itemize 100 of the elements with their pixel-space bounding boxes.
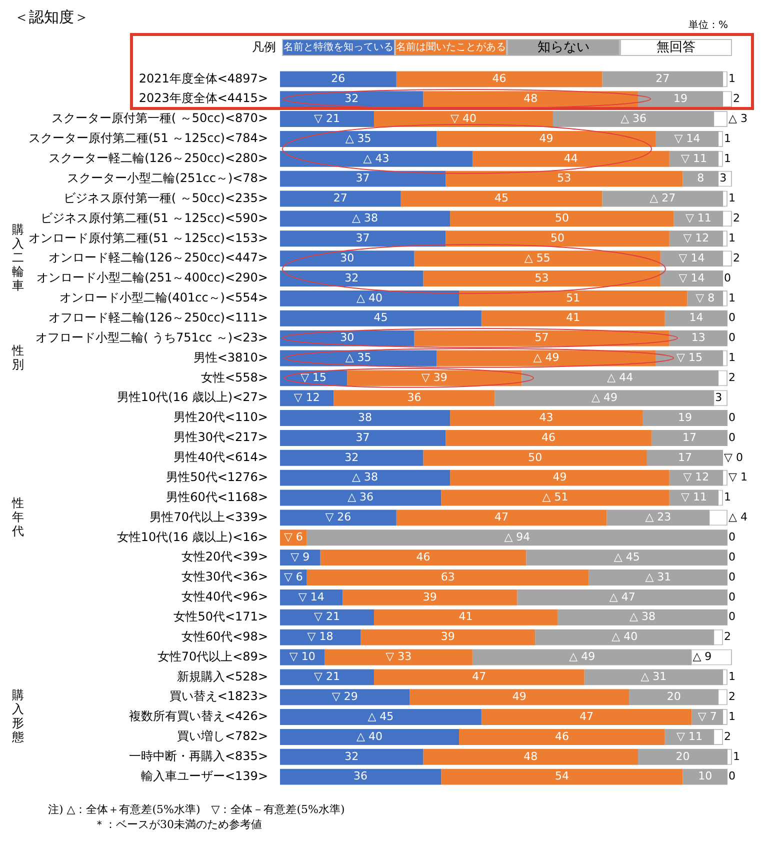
data-label: 0 xyxy=(728,770,736,783)
data-label: 1 xyxy=(728,72,736,86)
data-label: 46 xyxy=(554,730,569,743)
y-tick-label: 女性70代以上<89> xyxy=(157,649,268,664)
data-label: 2 xyxy=(724,630,732,644)
series-label: 知らない xyxy=(507,39,620,56)
data-label: 32 xyxy=(344,92,359,105)
data-label: ▽ 11 xyxy=(676,730,702,743)
data-label: 46 xyxy=(542,430,556,444)
data-label: 1 xyxy=(724,132,732,145)
data-label: △ 94 xyxy=(504,530,530,544)
y-tick-label: 男性60代<1168> xyxy=(166,490,268,504)
data-label: 19 xyxy=(674,92,688,105)
data-label: 50 xyxy=(528,450,542,464)
y-tick-label: 男性<3810> xyxy=(193,350,268,364)
data-label: △ 45 xyxy=(368,710,394,723)
data-label: 2 xyxy=(724,730,732,743)
data-label: ▽ 21 xyxy=(314,670,340,684)
data-label: 19 xyxy=(678,410,692,424)
data-label: 49 xyxy=(539,132,554,145)
data-label: ▽ 29 xyxy=(332,690,358,703)
y-tick-label: スクーター小型二輪(251cc～)<78> xyxy=(67,170,268,185)
data-label: △ 45 xyxy=(614,550,640,564)
data-label: ▽ 21 xyxy=(314,112,340,125)
y-tick-label: スクーター軽二輪(126～250cc)<280> xyxy=(48,151,268,166)
y-tick-label: オンロード原付第二種(51 ～125cc)<153> xyxy=(28,230,268,245)
data-label: △ 31 xyxy=(640,670,667,684)
data-label: 46 xyxy=(416,550,430,564)
data-label: 45 xyxy=(374,311,388,324)
data-label: ▽ 15 xyxy=(300,371,327,384)
data-label: ▽ 6 xyxy=(284,530,303,544)
data-label: △ 36 xyxy=(348,490,374,504)
data-label: △ 40 xyxy=(356,730,382,743)
data-label: ▽ 14 xyxy=(298,590,324,604)
data-label: ▽ 7 xyxy=(698,710,717,723)
data-label: ▽ 11 xyxy=(680,152,707,165)
data-label: △ 35 xyxy=(345,351,372,364)
data-label: 47 xyxy=(472,670,486,684)
data-label: 1 xyxy=(728,291,736,304)
data-label: 36 xyxy=(407,390,422,404)
data-label: 49 xyxy=(552,470,567,484)
y-tick-label: 男性50代<1276> xyxy=(166,470,268,484)
data-label: ▽ 26 xyxy=(325,510,352,524)
y-tick-label: ビジネス原付第一種( ～50cc)<235> xyxy=(63,190,268,205)
series-label: 名前と特徴を知っている xyxy=(282,39,394,56)
data-label: 2 xyxy=(728,690,736,703)
data-label: 1 xyxy=(728,670,736,684)
data-label: 0 xyxy=(728,410,736,424)
data-label: ▽ 12 xyxy=(294,390,320,404)
data-label: △ 38 xyxy=(630,610,656,624)
data-label: ▽ 14 xyxy=(678,271,705,284)
y-tick-label: 女性50代<171> xyxy=(174,609,268,624)
data-label: ▽ 12 xyxy=(683,231,710,244)
data-label: △ 55 xyxy=(524,251,550,264)
data-label: 37 xyxy=(356,231,370,244)
y-tick-label: 買い増し<782> xyxy=(176,729,268,744)
y-tick-label: 男性10代(16 歳以上)<27> xyxy=(116,390,268,404)
data-label: 51 xyxy=(566,291,580,304)
data-label: 1 xyxy=(733,750,740,763)
data-label: 36 xyxy=(354,770,368,783)
y-tick-label: 2021年度全体<4897> xyxy=(138,71,268,86)
data-label: ▽ 40 xyxy=(450,112,476,125)
y-tick-label: オンロード小型二輪(251～400cc)<290> xyxy=(36,270,268,285)
y-tick-label: 女性10代(16 歳以上)<16> xyxy=(116,530,268,544)
data-label: ▽ 14 xyxy=(674,132,700,145)
y-tick-label: ビジネス原付第二種(51 ～125cc)<590> xyxy=(40,210,268,225)
data-label: 45 xyxy=(494,192,509,205)
y-tick-label: 女性20代<39> xyxy=(181,550,268,564)
y-tick-label: オンロード軽二輪(126～250cc)<447> xyxy=(48,250,268,265)
data-label: 26 xyxy=(331,72,346,86)
y-tick-label: 買い替え<1823> xyxy=(169,689,268,704)
data-label: ▽ 10 xyxy=(289,650,316,664)
data-label: ▽ 39 xyxy=(421,371,448,384)
data-label: △ 49 xyxy=(533,351,560,364)
data-label: 27 xyxy=(656,72,670,86)
data-label: 2 xyxy=(728,371,736,384)
y-tick-label: オフロード軽二輪(126～250cc)<111> xyxy=(48,310,268,324)
data-label: 37 xyxy=(356,172,370,185)
data-label: ▽ 11 xyxy=(680,490,707,504)
data-label: ▽ 6 xyxy=(284,570,303,584)
data-label: 0 xyxy=(728,530,736,544)
data-label: 53 xyxy=(557,172,572,185)
data-label: 1 xyxy=(728,351,736,364)
series-label: 名前は聞いたことがある xyxy=(394,39,507,56)
data-label: 1 xyxy=(724,490,732,504)
y-tick-label: 新規購入<528> xyxy=(176,669,268,684)
data-label: ▽ 11 xyxy=(685,212,712,225)
data-label: 0 xyxy=(728,550,736,564)
data-label: △ 9 xyxy=(692,650,712,664)
y-tick-label: 男性70代以上<339> xyxy=(150,510,268,524)
data-label: △ 38 xyxy=(352,470,378,484)
data-label: 32 xyxy=(344,271,359,284)
data-label: 0 xyxy=(724,271,732,284)
data-label: ▽ 0 xyxy=(724,450,744,464)
data-label: ▽ 1 xyxy=(728,470,748,484)
y-tick-label: 一時中断・再購入<835> xyxy=(128,749,268,764)
data-label: △ 38 xyxy=(352,212,378,225)
data-label: 50 xyxy=(550,231,564,244)
y-tick-label: 複数所有買い替え<426> xyxy=(128,709,268,724)
data-label: △ 43 xyxy=(363,152,390,165)
